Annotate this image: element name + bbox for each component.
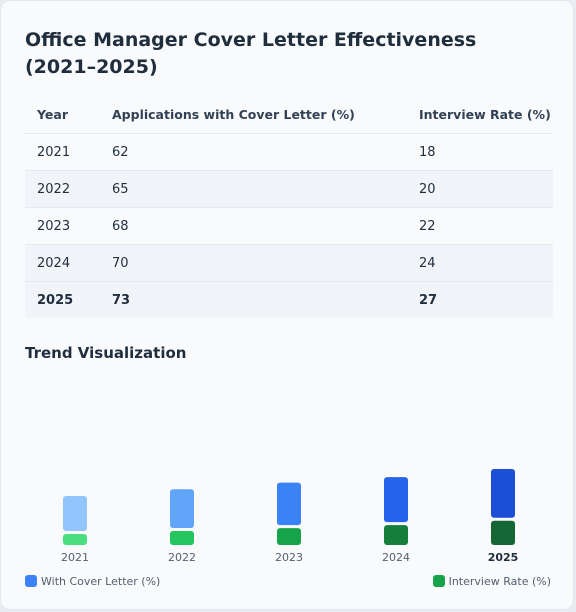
cell-year: 2021 bbox=[25, 133, 100, 171]
cell-interview-rate: 24 bbox=[407, 244, 553, 282]
bar-cover-letter-2023 bbox=[277, 482, 301, 526]
cell-interview-rate: 18 bbox=[407, 133, 553, 171]
cell-applications: 70 bbox=[100, 244, 407, 282]
cell-applications: 65 bbox=[100, 170, 407, 208]
column-header-year: Year bbox=[37, 107, 68, 122]
legend-swatch-interview-rate bbox=[432, 575, 445, 587]
legend-item-cover-letter: With Cover Letter (%) bbox=[25, 573, 160, 589]
x-tick-label: 2021 bbox=[61, 551, 89, 564]
x-tick-label: 2022 bbox=[168, 551, 196, 564]
bar-interview-rate-2025 bbox=[491, 520, 515, 545]
cell-interview-rate: 22 bbox=[407, 207, 553, 245]
bar-interview-rate-2023 bbox=[277, 528, 301, 545]
cell-interview-rate: 27 bbox=[407, 281, 553, 318]
table-header-row: Year Applications with Cover Letter (%) … bbox=[25, 96, 553, 134]
cell-applications: 62 bbox=[100, 133, 407, 171]
column-header-applications: Applications with Cover Letter (%) bbox=[112, 107, 355, 122]
table-row: 2021 62 18 bbox=[25, 133, 553, 171]
bar-cover-letter-2024 bbox=[384, 477, 408, 523]
column-header-interview-rate: Interview Rate (%) bbox=[419, 107, 551, 122]
trend-title: Trend Visualization bbox=[25, 344, 187, 362]
cell-interview-rate: 20 bbox=[407, 170, 553, 208]
cell-year: 2025 bbox=[25, 281, 100, 318]
x-tick-label: 2023 bbox=[275, 551, 303, 564]
table-row: 2022 65 20 bbox=[25, 170, 553, 208]
bar-interview-rate-2022 bbox=[170, 531, 194, 545]
cell-applications: 68 bbox=[100, 207, 407, 245]
table-row: 2023 68 22 bbox=[25, 207, 553, 245]
legend-label-interview-rate: Interview Rate (%) bbox=[448, 574, 551, 588]
legend-label-cover-letter: With Cover Letter (%) bbox=[41, 574, 161, 588]
legend-swatch-cover-letter bbox=[25, 575, 37, 587]
data-table: Year Applications with Cover Letter (%) … bbox=[25, 96, 553, 318]
table-row: 2025 73 27 bbox=[25, 281, 553, 318]
bar-cover-letter-2021 bbox=[63, 496, 87, 531]
cell-year: 2023 bbox=[25, 207, 100, 245]
x-tick-label: 2024 bbox=[382, 551, 410, 564]
bar-interview-rate-2021 bbox=[63, 534, 87, 545]
x-tick-label: 2025 bbox=[488, 551, 519, 564]
bar-interview-rate-2024 bbox=[384, 525, 408, 545]
bar-cover-letter-2025 bbox=[491, 468, 515, 518]
bar-cover-letter-2022 bbox=[170, 489, 194, 529]
cell-year: 2024 bbox=[25, 244, 100, 282]
legend-item-interview-rate: Interview Rate (%) bbox=[432, 573, 551, 589]
cell-year: 2022 bbox=[25, 170, 100, 208]
table-row: 2024 70 24 bbox=[25, 244, 553, 282]
page-title: Office Manager Cover Letter Effectivenes… bbox=[25, 29, 477, 78]
cell-applications: 73 bbox=[100, 281, 407, 318]
